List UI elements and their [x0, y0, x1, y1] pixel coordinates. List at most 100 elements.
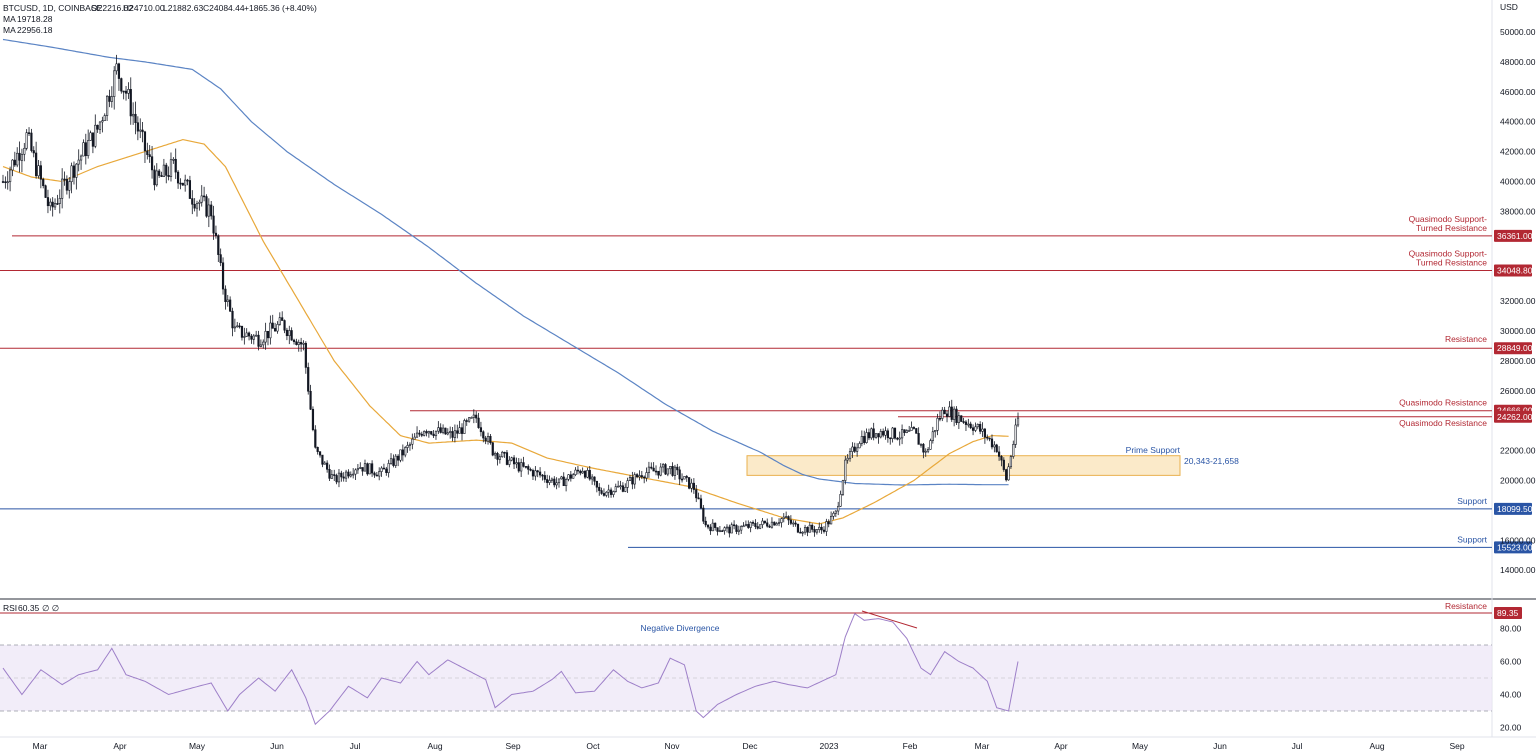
candle-body[interactable] — [560, 476, 563, 480]
candle-body[interactable] — [785, 516, 788, 518]
candle-body[interactable] — [63, 178, 66, 181]
candle-body[interactable] — [16, 152, 19, 166]
candle-body[interactable] — [555, 482, 558, 486]
candle-body[interactable] — [106, 95, 109, 116]
candle-body[interactable] — [974, 426, 977, 431]
candle-body[interactable] — [922, 443, 925, 453]
candle-body[interactable] — [411, 438, 414, 445]
candle-body[interactable] — [822, 529, 826, 532]
candle-body[interactable] — [858, 443, 861, 449]
candle-body[interactable] — [328, 469, 331, 479]
candle-body[interactable] — [155, 170, 158, 186]
candle-body[interactable] — [529, 469, 532, 471]
candle-body[interactable] — [683, 476, 686, 480]
candle-body[interactable] — [591, 476, 594, 480]
candle-body[interactable] — [794, 522, 797, 525]
candle-body[interactable] — [766, 522, 769, 527]
candle-body[interactable] — [697, 497, 700, 500]
candle-body[interactable] — [122, 90, 125, 93]
candle-body[interactable] — [486, 436, 490, 442]
candle-body[interactable] — [993, 444, 996, 448]
candle-body[interactable] — [912, 427, 916, 429]
candle-body[interactable] — [600, 490, 603, 494]
candle-body[interactable] — [983, 428, 986, 438]
candle-body[interactable] — [789, 519, 792, 524]
candle-body[interactable] — [908, 430, 911, 432]
candle-body[interactable] — [136, 122, 139, 132]
candle-body[interactable] — [520, 462, 523, 472]
candle-body[interactable] — [900, 429, 904, 439]
candle-body[interactable] — [439, 427, 442, 433]
candle-body[interactable] — [581, 470, 584, 474]
candle-body[interactable] — [247, 332, 251, 337]
candle-body[interactable] — [37, 165, 40, 177]
candle-body[interactable] — [297, 342, 300, 345]
candle-body[interactable] — [988, 437, 991, 440]
candle-body[interactable] — [976, 424, 979, 428]
candle-body[interactable] — [240, 325, 244, 338]
candle-body[interactable] — [1005, 469, 1008, 481]
candle-body[interactable] — [342, 476, 345, 479]
candle-body[interactable] — [702, 507, 705, 522]
candle-body[interactable] — [172, 158, 175, 161]
candle-body[interactable] — [685, 476, 688, 478]
candle-body[interactable] — [979, 424, 982, 432]
candle-body[interactable] — [217, 235, 220, 255]
candle-body[interactable] — [614, 486, 617, 492]
candle-body[interactable] — [796, 523, 800, 533]
candle-body[interactable] — [110, 96, 113, 102]
price-axis-ticks[interactable]: 50000.00 48000.00 46000.00 44000.00 42000.00… — [1500, 27, 1536, 575]
candle-body[interactable] — [482, 431, 485, 439]
candle-body[interactable] — [295, 341, 298, 345]
candle-body[interactable] — [219, 254, 222, 264]
candle-body[interactable] — [11, 159, 14, 171]
candle-body[interactable] — [1012, 444, 1015, 457]
candle-body[interactable] — [588, 470, 591, 480]
candle-body[interactable] — [214, 232, 218, 236]
candle-body[interactable] — [415, 432, 419, 438]
candle-body[interactable] — [654, 470, 658, 473]
candle-body[interactable] — [846, 457, 849, 461]
candle-body[interactable] — [205, 196, 208, 217]
candle-body[interactable] — [273, 328, 277, 332]
candle-body[interactable] — [394, 455, 397, 466]
candle-body[interactable] — [531, 470, 535, 477]
candle-body[interactable] — [735, 525, 738, 532]
candle-body[interactable] — [896, 437, 899, 440]
candle-body[interactable] — [406, 445, 409, 448]
candle-body[interactable] — [349, 474, 352, 477]
candle-body[interactable] — [165, 164, 168, 176]
candle-body[interactable] — [799, 531, 802, 534]
candle-body[interactable] — [938, 417, 942, 420]
candle-body[interactable] — [536, 470, 539, 473]
candle-body[interactable] — [706, 524, 710, 528]
candle-body[interactable] — [98, 121, 102, 130]
candle-body[interactable] — [860, 436, 863, 444]
candle-body[interactable] — [699, 498, 703, 509]
price-axis-bg[interactable] — [1492, 0, 1536, 753]
candle-body[interactable] — [709, 526, 712, 532]
candle-body[interactable] — [666, 468, 669, 475]
candle-body[interactable] — [870, 428, 873, 439]
candle-body[interactable] — [311, 408, 315, 431]
candle-body[interactable] — [188, 180, 192, 199]
candle-body[interactable] — [865, 432, 868, 443]
candle-body[interactable] — [669, 466, 672, 470]
candle-body[interactable] — [278, 317, 281, 325]
candle-body[interactable] — [524, 466, 527, 468]
candle-body[interactable] — [969, 423, 972, 429]
candle-body[interactable] — [756, 526, 759, 529]
candle-body[interactable] — [931, 431, 934, 441]
candle-body[interactable] — [115, 63, 118, 72]
ma-slow-line[interactable] — [2, 38, 1009, 486]
candle-body[interactable] — [662, 464, 665, 468]
candle-body[interactable] — [344, 471, 348, 479]
candle-body[interactable] — [671, 466, 674, 476]
candle-body[interactable] — [330, 474, 333, 479]
candle-body[interactable] — [94, 124, 97, 147]
candle-body[interactable] — [326, 462, 329, 470]
candle-body[interactable] — [193, 203, 196, 209]
candle-body[interactable] — [732, 524, 736, 527]
candle-body[interactable] — [565, 479, 568, 487]
